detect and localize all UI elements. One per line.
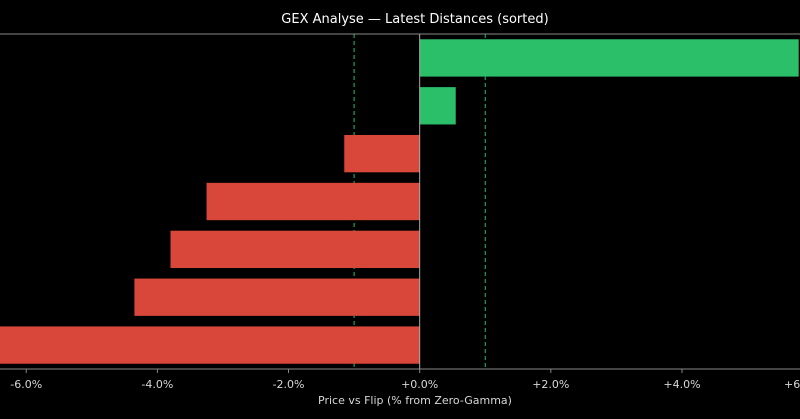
- bar-1: [419, 39, 799, 77]
- bar-6: [134, 278, 420, 316]
- x-tick-label: -2.0%: [273, 378, 305, 391]
- x-axis-label: Price vs Flip (% from Zero-Gamma): [318, 394, 512, 407]
- x-tick-label: +4.0%: [663, 378, 700, 391]
- bars: [0, 34, 799, 369]
- x-tick-label: +0.0%: [401, 378, 438, 391]
- bar-7: [0, 326, 420, 364]
- bar-4: [206, 182, 420, 221]
- x-tick-label: +2.0%: [532, 378, 569, 391]
- x-tick-label: -4.0%: [141, 378, 173, 391]
- plot-area: [0, 33, 800, 370]
- x-tick-label: -6.0%: [10, 378, 42, 391]
- bar-2: [419, 87, 456, 125]
- bar-5: [170, 230, 420, 269]
- x-tick-label: +6: [784, 378, 800, 391]
- x-axis: -6.0% -4.0% -2.0% +0.0% +2.0% +4.0% +6: [10, 369, 800, 391]
- chart-title: GEX Analyse — Latest Distances (sorted): [281, 12, 548, 27]
- bar-3: [344, 134, 420, 173]
